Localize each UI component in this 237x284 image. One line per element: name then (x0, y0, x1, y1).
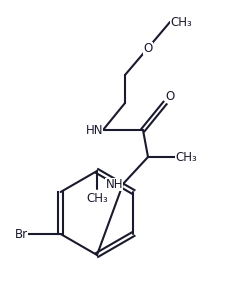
Text: CH₃: CH₃ (175, 151, 197, 164)
Text: NH: NH (105, 178, 123, 191)
Text: O: O (165, 90, 174, 103)
Text: CH₃: CH₃ (86, 192, 108, 205)
Text: Br: Br (14, 227, 28, 241)
Text: HN: HN (86, 124, 103, 137)
Text: O: O (143, 41, 153, 55)
Text: CH₃: CH₃ (170, 16, 192, 28)
